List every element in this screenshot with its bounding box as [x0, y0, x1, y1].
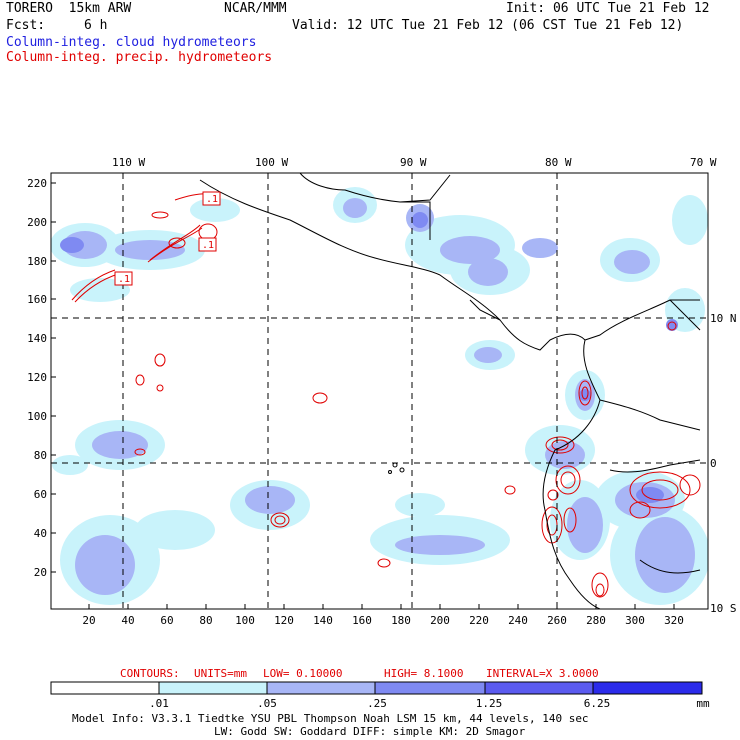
grid-y-200: 200 [27, 216, 47, 229]
contours-high: HIGH= 8.1000 [384, 667, 463, 680]
axis-ticks [51, 182, 675, 609]
grid-x-20: 20 [82, 614, 95, 627]
colorbar-unit: mm [696, 697, 710, 710]
model-title: TORERO 15km ARW [6, 1, 132, 16]
colorbar-bin-2 [266, 681, 376, 695]
contour-label-3: .1 [118, 274, 130, 285]
field-precip-label: Column-integ. precip. hydrometeors [6, 50, 273, 65]
colorbar-threshold-3: .25 [367, 697, 387, 710]
grid-y-140: 140 [27, 332, 47, 345]
colorbar-threshold-2: .05 [257, 697, 277, 710]
lat-label-10s: 10 S [710, 602, 737, 615]
grid-x-280: 280 [586, 614, 606, 627]
lon-label-70w: 70 W [690, 156, 717, 169]
colorbar [50, 681, 703, 695]
contours-interval: INTERVAL=X 3.0000 [486, 667, 599, 680]
grid-y-120: 120 [27, 371, 47, 384]
lon-label-100w: 100 W [255, 156, 288, 169]
contour-label-box-2 [198, 237, 217, 252]
lat-label-0: 0 [710, 457, 717, 470]
grid-x-320: 320 [664, 614, 684, 627]
graticule [51, 173, 708, 609]
colorbar-bin-5 [592, 681, 703, 695]
grid-y-40: 40 [34, 527, 47, 540]
grid-x-160: 160 [352, 614, 372, 627]
footer-physics: LW: Godd SW: Goddard DIFF: simple KM: 2D… [214, 725, 526, 738]
contours-units: UNITS=mm [194, 667, 247, 680]
colorbar-bin-3 [374, 681, 486, 695]
grid-x-300: 300 [625, 614, 645, 627]
map-frame [50, 172, 709, 610]
grid-x-220: 220 [469, 614, 489, 627]
grid-y-20: 20 [34, 566, 47, 579]
grid-x-40: 40 [121, 614, 134, 627]
contour-label-box-3 [114, 271, 133, 286]
grid-x-140: 140 [313, 614, 333, 627]
grid-y-180: 180 [27, 255, 47, 268]
grid-y-100: 100 [27, 410, 47, 423]
lat-label-10n: 10 N [710, 312, 737, 325]
valid-time: Valid: 12 UTC Tue 21 Feb 12 (06 CST Tue … [292, 18, 684, 33]
contours-low: LOW= 0.10000 [263, 667, 342, 680]
contour-label-2: .1 [202, 240, 214, 251]
grid-x-260: 260 [547, 614, 567, 627]
colorbar-bin-0 [50, 681, 160, 695]
field-cloud-label: Column-integ. cloud hydrometeors [6, 35, 257, 50]
colorbar-threshold-5: 6.25 [584, 697, 611, 710]
forecast-label: Fcst: [6, 18, 46, 33]
contours-label: CONTOURS: [120, 667, 180, 680]
grid-x-200: 200 [430, 614, 450, 627]
init-time: Init: 06 UTC Tue 21 Feb 12 [506, 1, 710, 16]
precip-contours [71, 193, 701, 598]
lon-label-90w: 90 W [400, 156, 427, 169]
coastlines [199, 173, 701, 609]
grid-y-220: 220 [27, 177, 47, 190]
contour-label-box-1 [202, 191, 221, 206]
forecast-value: 6 h [84, 18, 108, 33]
grid-x-180: 180 [391, 614, 411, 627]
contour-label-1: .1 [206, 194, 218, 205]
colorbar-threshold-1: .01 [149, 697, 169, 710]
colorbar-threshold-4: 1.25 [476, 697, 503, 710]
grid-x-240: 240 [508, 614, 528, 627]
grid-x-80: 80 [199, 614, 212, 627]
grid-x-100: 100 [235, 614, 255, 627]
colorbar-bin-4 [484, 681, 594, 695]
grid-y-80: 80 [34, 449, 47, 462]
colorbar-bin-1 [158, 681, 268, 695]
lon-label-110w: 110 W [112, 156, 145, 169]
grid-y-160: 160 [27, 293, 47, 306]
lon-label-80w: 80 W [545, 156, 572, 169]
center-label: NCAR/MMM [224, 1, 287, 16]
footer-model-info: Model Info: V3.3.1 Tiedtke YSU PBL Thomp… [72, 712, 589, 725]
grid-x-120: 120 [274, 614, 294, 627]
grid-y-60: 60 [34, 488, 47, 501]
grid-x-60: 60 [160, 614, 173, 627]
